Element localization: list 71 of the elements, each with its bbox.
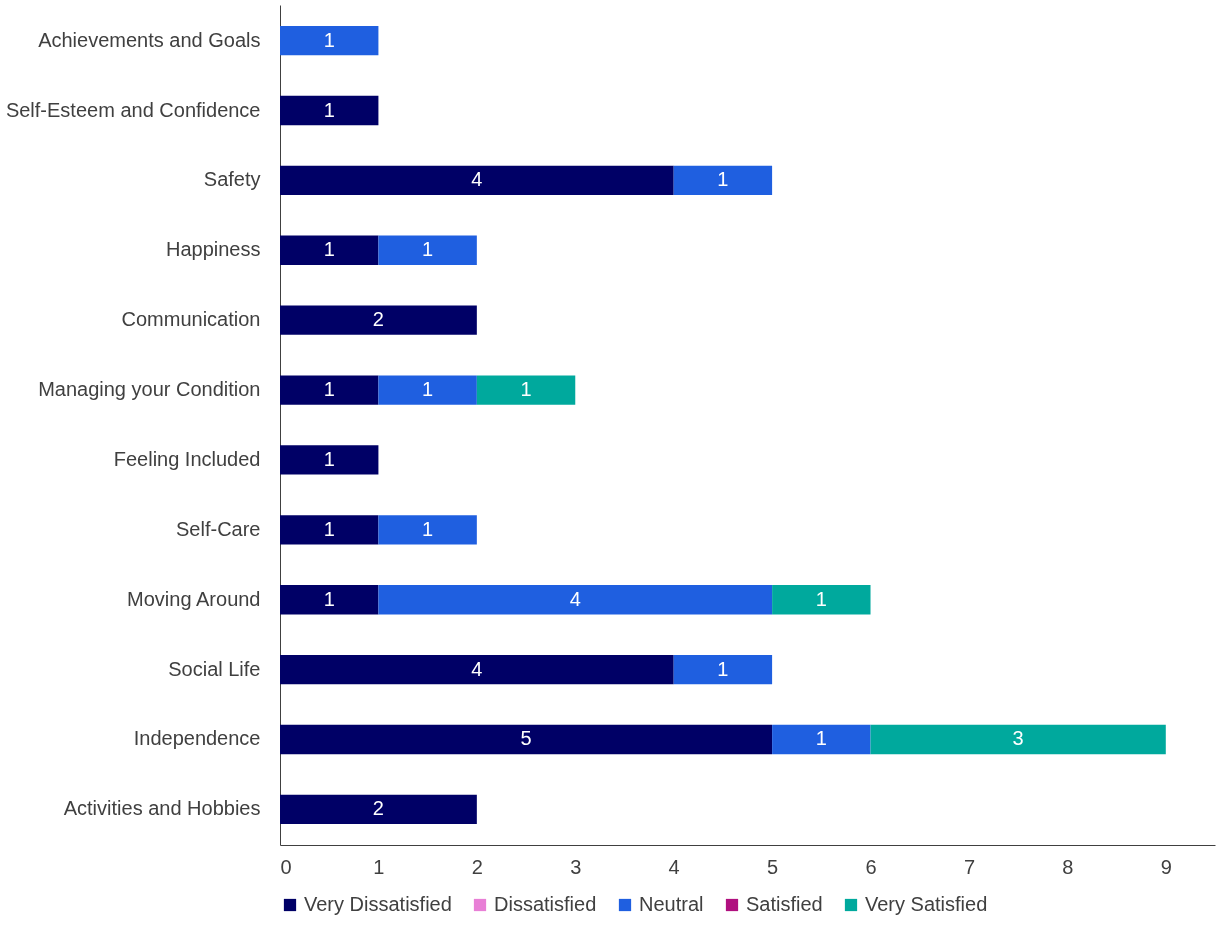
y-tick-label: Achievements and Goals (38, 28, 261, 51)
bar (280, 585, 379, 615)
bar (280, 375, 379, 405)
bar (378, 235, 477, 265)
legend-label: Very Satisfied (865, 893, 988, 915)
data-label: 1 (520, 378, 532, 401)
data-label: 1 (323, 98, 335, 121)
bar (280, 794, 477, 825)
data-label: 4 (471, 168, 483, 191)
x-tick-label: 4 (668, 855, 680, 878)
x-tick-label: 7 (963, 855, 976, 878)
data-label: 1 (323, 238, 335, 261)
data-label: 1 (815, 587, 827, 610)
bar (280, 165, 674, 196)
data-label: 1 (422, 238, 434, 261)
data-label: 4 (471, 657, 483, 680)
y-tick-label: Self-Care (176, 517, 261, 540)
bar (378, 515, 477, 545)
y-tick-label: Feeling Included (113, 447, 261, 470)
x-tick-label: 1 (373, 855, 385, 878)
bar (280, 654, 674, 685)
legend-label: Dissatisfied (494, 893, 597, 915)
bar (378, 585, 773, 615)
x-tick-label: 0 (280, 855, 292, 878)
data-label: 4 (569, 587, 581, 610)
data-label: 1 (323, 28, 335, 51)
legend-label: Neutral (639, 893, 704, 915)
bar (280, 235, 379, 265)
bar (378, 375, 477, 405)
y-tick-label: Happiness (165, 238, 261, 261)
bar (673, 165, 773, 196)
data-label: 1 (717, 657, 729, 680)
data-label: 2 (372, 308, 384, 331)
y-tick-label: Independence (133, 727, 261, 750)
bar (280, 25, 379, 56)
x-tick-label: 6 (865, 855, 877, 878)
bar (280, 515, 379, 545)
data-label: 1 (323, 587, 335, 610)
data-label: 3 (1012, 727, 1024, 750)
data-label: 1 (323, 517, 335, 540)
data-label: 5 (520, 727, 532, 750)
bar (280, 724, 773, 755)
bar (870, 724, 1166, 755)
y-tick-label: Communication (121, 308, 261, 331)
bar (280, 445, 379, 475)
legend-label: Satisfied (746, 893, 823, 915)
x-tick-label: 9 (1160, 855, 1172, 878)
bar (673, 654, 773, 685)
y-tick-label: Self-Esteem and Confidence (5, 98, 261, 121)
bar (280, 305, 477, 335)
x-tick-label: 8 (1062, 855, 1074, 878)
x-tick-label: 5 (767, 855, 779, 878)
data-label: 1 (422, 517, 434, 540)
y-tick-label: Managing your Condition (38, 378, 261, 401)
y-tick-label: Moving Around (127, 587, 261, 610)
bar (476, 375, 576, 405)
legend-label: Very Dissatisfied (304, 893, 452, 915)
data-label: 1 (815, 727, 827, 750)
bar (772, 585, 871, 615)
y-tick-label: Social Life (168, 657, 261, 680)
bar (280, 95, 379, 126)
y-tick-label: Safety (203, 168, 261, 191)
x-tick-label: 2 (471, 855, 483, 878)
x-tick-label: 3 (570, 855, 582, 878)
data-label: 1 (323, 378, 335, 401)
data-label: 1 (422, 378, 434, 401)
data-label: 1 (323, 447, 335, 470)
bar (772, 724, 871, 755)
data-label: 2 (372, 797, 384, 820)
y-tick-label: Activities and Hobbies (63, 797, 261, 820)
data-label: 1 (717, 168, 729, 191)
